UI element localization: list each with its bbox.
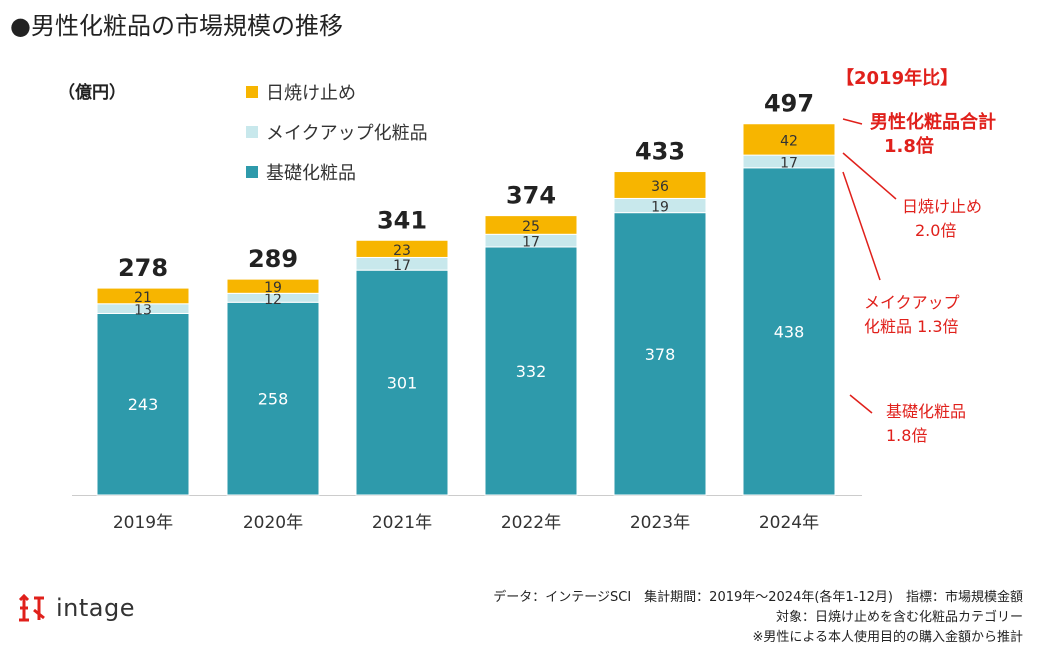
data-label-skincare: 258 <box>258 390 289 409</box>
bar-segment-sunscreen <box>742 123 836 156</box>
data-label-makeup: 17 <box>393 258 411 274</box>
bar-segment-skincare <box>96 312 190 496</box>
bar-segment-skincare <box>613 212 707 496</box>
data-label-makeup: 17 <box>780 155 798 171</box>
bar-total-label: 433 <box>635 138 685 166</box>
legend-item-makeup: メイクアップ化粧品 <box>246 112 428 152</box>
comparison-skincare-label: 基礎化粧品 <box>886 402 967 421</box>
x-tick-label: 2024年 <box>759 513 819 533</box>
callout-line <box>842 118 863 125</box>
x-tick-label: 2023年 <box>630 513 690 533</box>
x-tick-label: 2019年 <box>113 513 173 533</box>
legend-item-skincare: 基礎化粧品 <box>246 152 428 192</box>
legend-label-sunscreen: 日焼け止め <box>266 83 356 104</box>
legend-swatch-sunscreen <box>246 86 258 98</box>
bar-segment-sunscreen <box>484 215 578 235</box>
data-label-makeup: 17 <box>522 235 540 251</box>
comparison-skincare-ratio: 1.8倍 <box>886 426 928 445</box>
data-label-sunscreen: 42 <box>780 133 798 149</box>
x-tick-label: 2021年 <box>372 513 432 533</box>
legend-label-makeup: メイクアップ化粧品 <box>266 123 428 144</box>
legend-label-skincare: 基礎化粧品 <box>266 163 356 184</box>
bar-segment-skincare <box>226 301 320 496</box>
data-label-makeup: 12 <box>264 292 282 308</box>
comparison-total-label: 男性化粧品合計 <box>870 112 996 133</box>
legend-item-sunscreen: 日焼け止め <box>246 72 428 112</box>
chart-title: ●男性化粧品の市場規模の推移 <box>10 12 343 40</box>
data-label-sunscreen: 21 <box>134 290 152 306</box>
data-label-sunscreen: 36 <box>651 179 669 195</box>
data-label-skincare: 243 <box>128 395 159 414</box>
data-label-sunscreen: 25 <box>522 219 540 235</box>
data-label-skincare: 378 <box>645 345 676 364</box>
bar-total-label: 497 <box>764 90 814 118</box>
bar-segment-skincare <box>742 167 836 496</box>
comparison-total-ratio: 1.8倍 <box>884 136 934 157</box>
comparison-sunscreen-label: 日焼け止め <box>902 197 983 216</box>
data-label-makeup: 13 <box>134 303 152 319</box>
footer-target: 対象：日焼け止めを含む化粧品カテゴリー <box>775 610 1023 625</box>
bar-segment-sunscreen <box>355 239 449 258</box>
comparison-sunscreen-ratio: 2.0倍 <box>915 221 957 240</box>
data-label-sunscreen: 23 <box>393 243 411 259</box>
callout-line <box>842 152 897 200</box>
comparison-makeup-label: メイクアップ <box>864 293 960 312</box>
comparison-makeup-ratio: 化粧品 1.3倍 <box>864 317 959 336</box>
x-tick-label: 2020年 <box>243 513 303 533</box>
bar-total-label: 278 <box>118 254 168 282</box>
logo-text: intage <box>56 594 135 622</box>
bar-segment-sunscreen <box>613 171 707 199</box>
data-label-makeup: 19 <box>651 200 669 216</box>
bar-segment-sunscreen <box>226 278 320 294</box>
unit-label: （億円） <box>58 83 126 103</box>
data-label-skincare: 438 <box>774 322 805 341</box>
intage-logo: intage <box>16 592 135 624</box>
bar-segment-skincare <box>355 269 449 496</box>
footer-note: ※男性による本人使用目的の購入金額から推計 <box>752 630 1023 645</box>
legend-swatch-skincare <box>246 166 258 178</box>
legend-swatch-makeup <box>246 126 258 138</box>
intage-mark-icon <box>18 593 45 622</box>
bar-total-label: 289 <box>248 245 298 273</box>
data-label-skincare: 301 <box>387 374 418 393</box>
data-label-skincare: 332 <box>516 362 547 381</box>
data-label-sunscreen: 19 <box>264 280 282 296</box>
footer-source: データ：インテージSCI 集計期間：2019年～2024年(各年1-12月) 指… <box>493 590 1023 605</box>
callout-line <box>842 171 881 281</box>
bar-total-label: 341 <box>377 206 427 234</box>
x-tick-label: 2022年 <box>501 513 561 533</box>
comparison-header: 【2019年比】 <box>836 68 959 89</box>
legend: 日焼け止め メイクアップ化粧品 基礎化粧品 <box>246 72 428 192</box>
bar-segment-sunscreen <box>96 287 190 305</box>
callout-line <box>849 394 873 414</box>
bar-total-label: 374 <box>506 182 556 210</box>
